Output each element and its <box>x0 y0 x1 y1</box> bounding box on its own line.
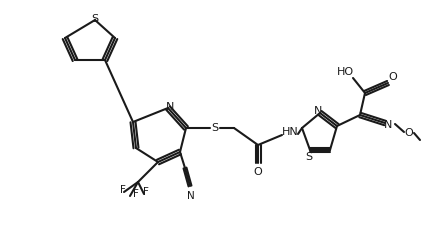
Text: HN: HN <box>282 127 299 137</box>
Text: S: S <box>211 123 219 133</box>
Text: F: F <box>133 189 139 199</box>
Text: N: N <box>384 120 392 130</box>
Text: F: F <box>143 187 149 197</box>
Text: N: N <box>166 102 174 112</box>
Text: O: O <box>404 128 413 138</box>
Text: S: S <box>92 14 99 24</box>
Text: N: N <box>314 106 322 116</box>
Text: S: S <box>306 152 312 162</box>
Text: O: O <box>388 72 398 82</box>
Text: F: F <box>120 185 126 195</box>
Text: N: N <box>187 191 195 201</box>
Text: HO: HO <box>336 67 354 77</box>
Text: O: O <box>253 167 263 177</box>
